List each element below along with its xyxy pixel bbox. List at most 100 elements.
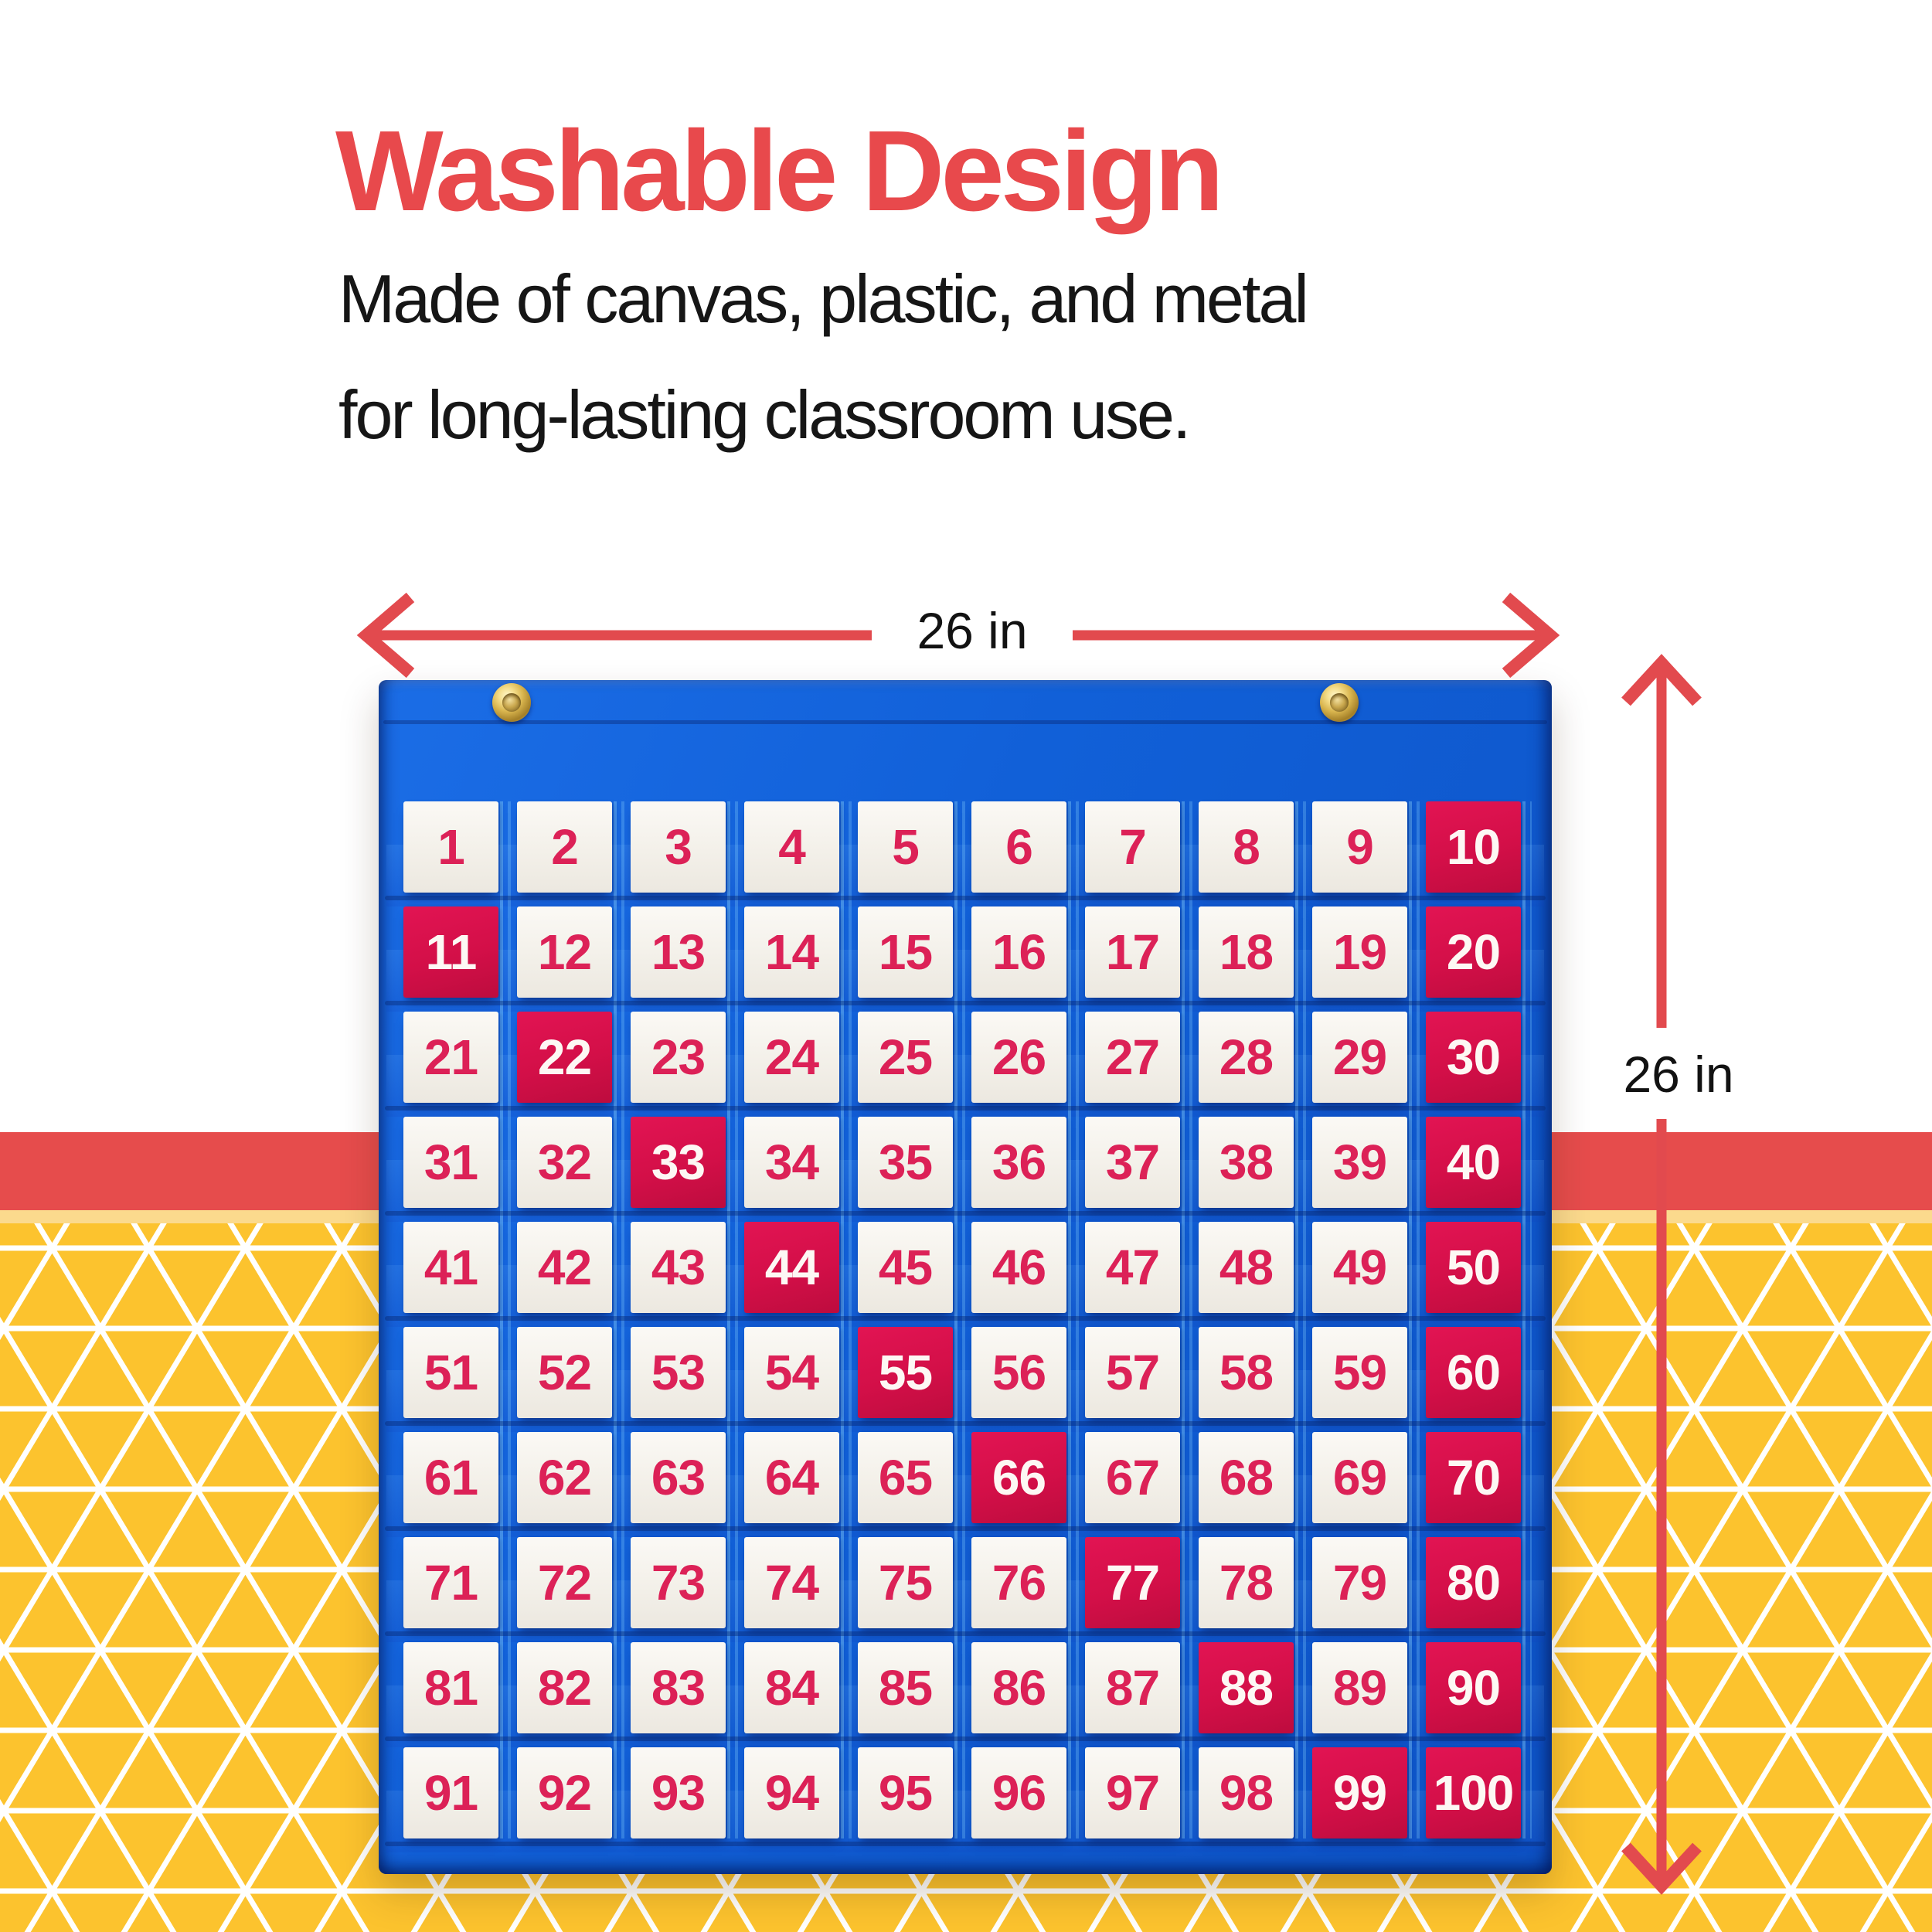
number-grid: 1 2 3 4 5 6 7 8 9 10 11 12 13 14 15 16 17 18 19 20 21 22 23 24 2… (379, 680, 1552, 1874)
number-card-21: 21 (403, 1012, 498, 1103)
number-card-81: 81 (403, 1642, 498, 1733)
number-card-51: 51 (403, 1327, 498, 1418)
number-card-29: 29 (1312, 1012, 1407, 1103)
pocket-seam (385, 1211, 1546, 1216)
number-card-19: 19 (1312, 906, 1407, 998)
number-card-53: 53 (631, 1327, 726, 1418)
number-card-31: 31 (403, 1117, 498, 1208)
number-card-47: 47 (1085, 1222, 1180, 1313)
number-card-10: 10 (1426, 801, 1521, 893)
number-card-86: 86 (971, 1642, 1066, 1733)
pocket-seam (385, 1526, 1546, 1531)
pocket-seam (385, 1001, 1546, 1005)
number-card-42: 42 (517, 1222, 612, 1313)
number-card-91: 91 (403, 1747, 498, 1838)
number-card-96: 96 (971, 1747, 1066, 1838)
number-card-11: 11 (403, 906, 498, 998)
number-card-8: 8 (1199, 801, 1294, 893)
number-card-99: 99 (1312, 1747, 1407, 1838)
number-card-44: 44 (744, 1222, 839, 1313)
number-card-55: 55 (858, 1327, 953, 1418)
number-card-45: 45 (858, 1222, 953, 1313)
hundred-pocket-chart: 1 2 3 4 5 6 7 8 9 10 11 12 13 14 15 16 17 18 19 20 21 22 23 24 2… (379, 680, 1552, 1874)
number-card-70: 70 (1426, 1432, 1521, 1523)
number-card-46: 46 (971, 1222, 1066, 1313)
pocket-seam (385, 896, 1546, 900)
number-card-57: 57 (1085, 1327, 1180, 1418)
number-card-20: 20 (1426, 906, 1521, 998)
number-card-72: 72 (517, 1537, 612, 1628)
number-card-34: 34 (744, 1117, 839, 1208)
number-card-56: 56 (971, 1327, 1066, 1418)
number-card-78: 78 (1199, 1537, 1294, 1628)
number-card-50: 50 (1426, 1222, 1521, 1313)
number-card-84: 84 (744, 1642, 839, 1733)
number-card-40: 40 (1426, 1117, 1521, 1208)
number-card-69: 69 (1312, 1432, 1407, 1523)
number-card-35: 35 (858, 1117, 953, 1208)
pocket-seam (385, 1736, 1546, 1741)
number-card-27: 27 (1085, 1012, 1180, 1103)
number-card-13: 13 (631, 906, 726, 998)
pocket-seam (385, 1106, 1546, 1111)
number-card-14: 14 (744, 906, 839, 998)
number-card-52: 52 (517, 1327, 612, 1418)
page-title: Washable Design (335, 107, 1224, 235)
number-card-82: 82 (517, 1642, 612, 1733)
pocket-seam (385, 1316, 1546, 1321)
number-card-92: 92 (517, 1747, 612, 1838)
number-card-95: 95 (858, 1747, 953, 1838)
number-card-80: 80 (1426, 1537, 1521, 1628)
number-card-62: 62 (517, 1432, 612, 1523)
number-card-26: 26 (971, 1012, 1066, 1103)
number-card-73: 73 (631, 1537, 726, 1628)
number-card-90: 90 (1426, 1642, 1521, 1733)
number-card-74: 74 (744, 1537, 839, 1628)
number-card-33: 33 (631, 1117, 726, 1208)
number-card-76: 76 (971, 1537, 1066, 1628)
pocket-seam (385, 1842, 1546, 1846)
number-card-25: 25 (858, 1012, 953, 1103)
number-card-61: 61 (403, 1432, 498, 1523)
number-card-68: 68 (1199, 1432, 1294, 1523)
number-card-23: 23 (631, 1012, 726, 1103)
number-card-87: 87 (1085, 1642, 1180, 1733)
number-card-100: 100 (1426, 1747, 1521, 1838)
number-card-30: 30 (1426, 1012, 1521, 1103)
number-card-88: 88 (1199, 1642, 1294, 1733)
number-card-43: 43 (631, 1222, 726, 1313)
number-card-64: 64 (744, 1432, 839, 1523)
number-card-39: 39 (1312, 1117, 1407, 1208)
number-card-54: 54 (744, 1327, 839, 1418)
number-card-83: 83 (631, 1642, 726, 1733)
number-card-6: 6 (971, 801, 1066, 893)
number-card-89: 89 (1312, 1642, 1407, 1733)
number-card-71: 71 (403, 1537, 498, 1628)
number-card-24: 24 (744, 1012, 839, 1103)
right-grommet (1320, 683, 1359, 722)
number-card-37: 37 (1085, 1117, 1180, 1208)
number-card-48: 48 (1199, 1222, 1294, 1313)
number-card-32: 32 (517, 1117, 612, 1208)
number-card-5: 5 (858, 801, 953, 893)
number-card-77: 77 (1085, 1537, 1180, 1628)
number-card-28: 28 (1199, 1012, 1294, 1103)
number-card-41: 41 (403, 1222, 498, 1313)
number-card-63: 63 (631, 1432, 726, 1523)
number-card-75: 75 (858, 1537, 953, 1628)
number-card-2: 2 (517, 801, 612, 893)
width-dimension-label: 26 in (917, 602, 1028, 659)
number-card-4: 4 (744, 801, 839, 893)
number-card-49: 49 (1312, 1222, 1407, 1313)
number-card-94: 94 (744, 1747, 839, 1838)
number-card-16: 16 (971, 906, 1066, 998)
seams-layer (379, 680, 1552, 1874)
left-grommet (492, 683, 531, 722)
number-card-85: 85 (858, 1642, 953, 1733)
height-dimension-label: 26 in (1623, 1046, 1734, 1103)
number-card-98: 98 (1199, 1747, 1294, 1838)
number-card-12: 12 (517, 906, 612, 998)
number-card-7: 7 (1085, 801, 1180, 893)
number-card-79: 79 (1312, 1537, 1407, 1628)
pocket-seam (385, 1631, 1546, 1636)
